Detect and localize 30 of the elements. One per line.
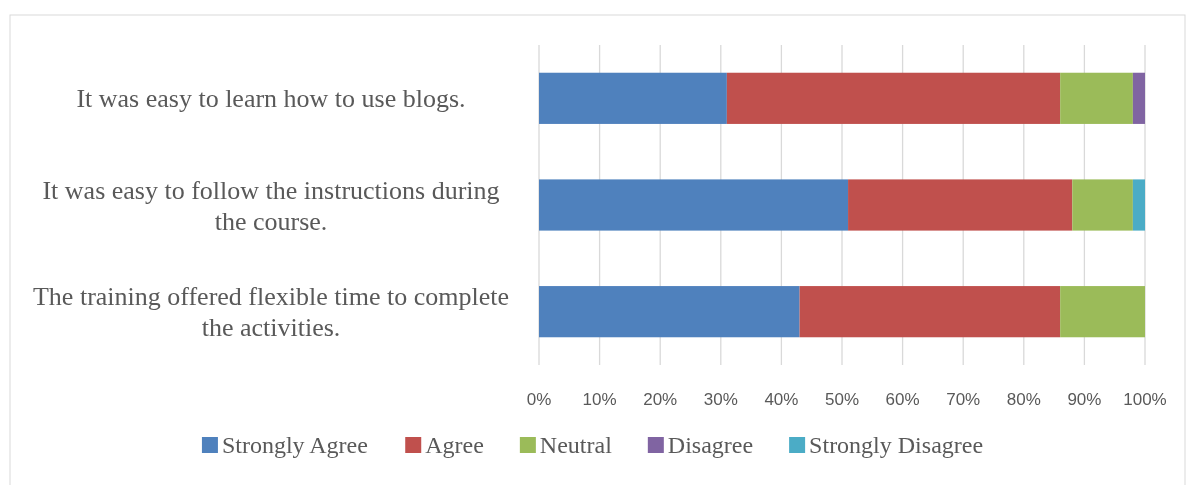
x-tick-label: 70% bbox=[946, 390, 981, 409]
bar bbox=[539, 72, 727, 124]
legend-label: Neutral bbox=[539, 432, 613, 458]
legend-label: Strongly Agree bbox=[221, 432, 368, 458]
bar bbox=[1132, 72, 1145, 124]
x-tick-label: 0% bbox=[526, 390, 552, 409]
x-tick-label: 10% bbox=[582, 390, 617, 409]
x-tick-label: 40% bbox=[764, 390, 799, 409]
bar bbox=[539, 179, 849, 231]
y-tick-label: It was easy to follow the instructions during the course. bbox=[42, 175, 500, 236]
x-tick-label: 100% bbox=[1123, 390, 1167, 409]
y-tick-label: The training offered flexible time to complete the activities. bbox=[32, 282, 510, 343]
bar bbox=[539, 286, 800, 338]
bar bbox=[726, 72, 1061, 124]
x-tick-label: 50% bbox=[824, 390, 860, 409]
x-tick-label: 30% bbox=[703, 390, 738, 409]
bar bbox=[1072, 179, 1133, 231]
bar bbox=[1060, 286, 1145, 338]
bar bbox=[848, 179, 1073, 231]
x-tick-label: 80% bbox=[1006, 390, 1041, 409]
bar bbox=[1132, 179, 1145, 231]
x-tick-label: 60% bbox=[885, 390, 920, 409]
bar bbox=[1060, 72, 1133, 124]
y-tick-label: It was easy to learn how to use blogs. bbox=[76, 84, 466, 114]
legend-label: Agree bbox=[425, 432, 484, 458]
legend-label: Strongly Disagree bbox=[809, 432, 984, 458]
x-tick-label: 20% bbox=[643, 390, 678, 409]
x-tick-label: 90% bbox=[1067, 390, 1102, 409]
legend-label: Disagree bbox=[667, 432, 754, 458]
bar bbox=[799, 286, 1061, 338]
